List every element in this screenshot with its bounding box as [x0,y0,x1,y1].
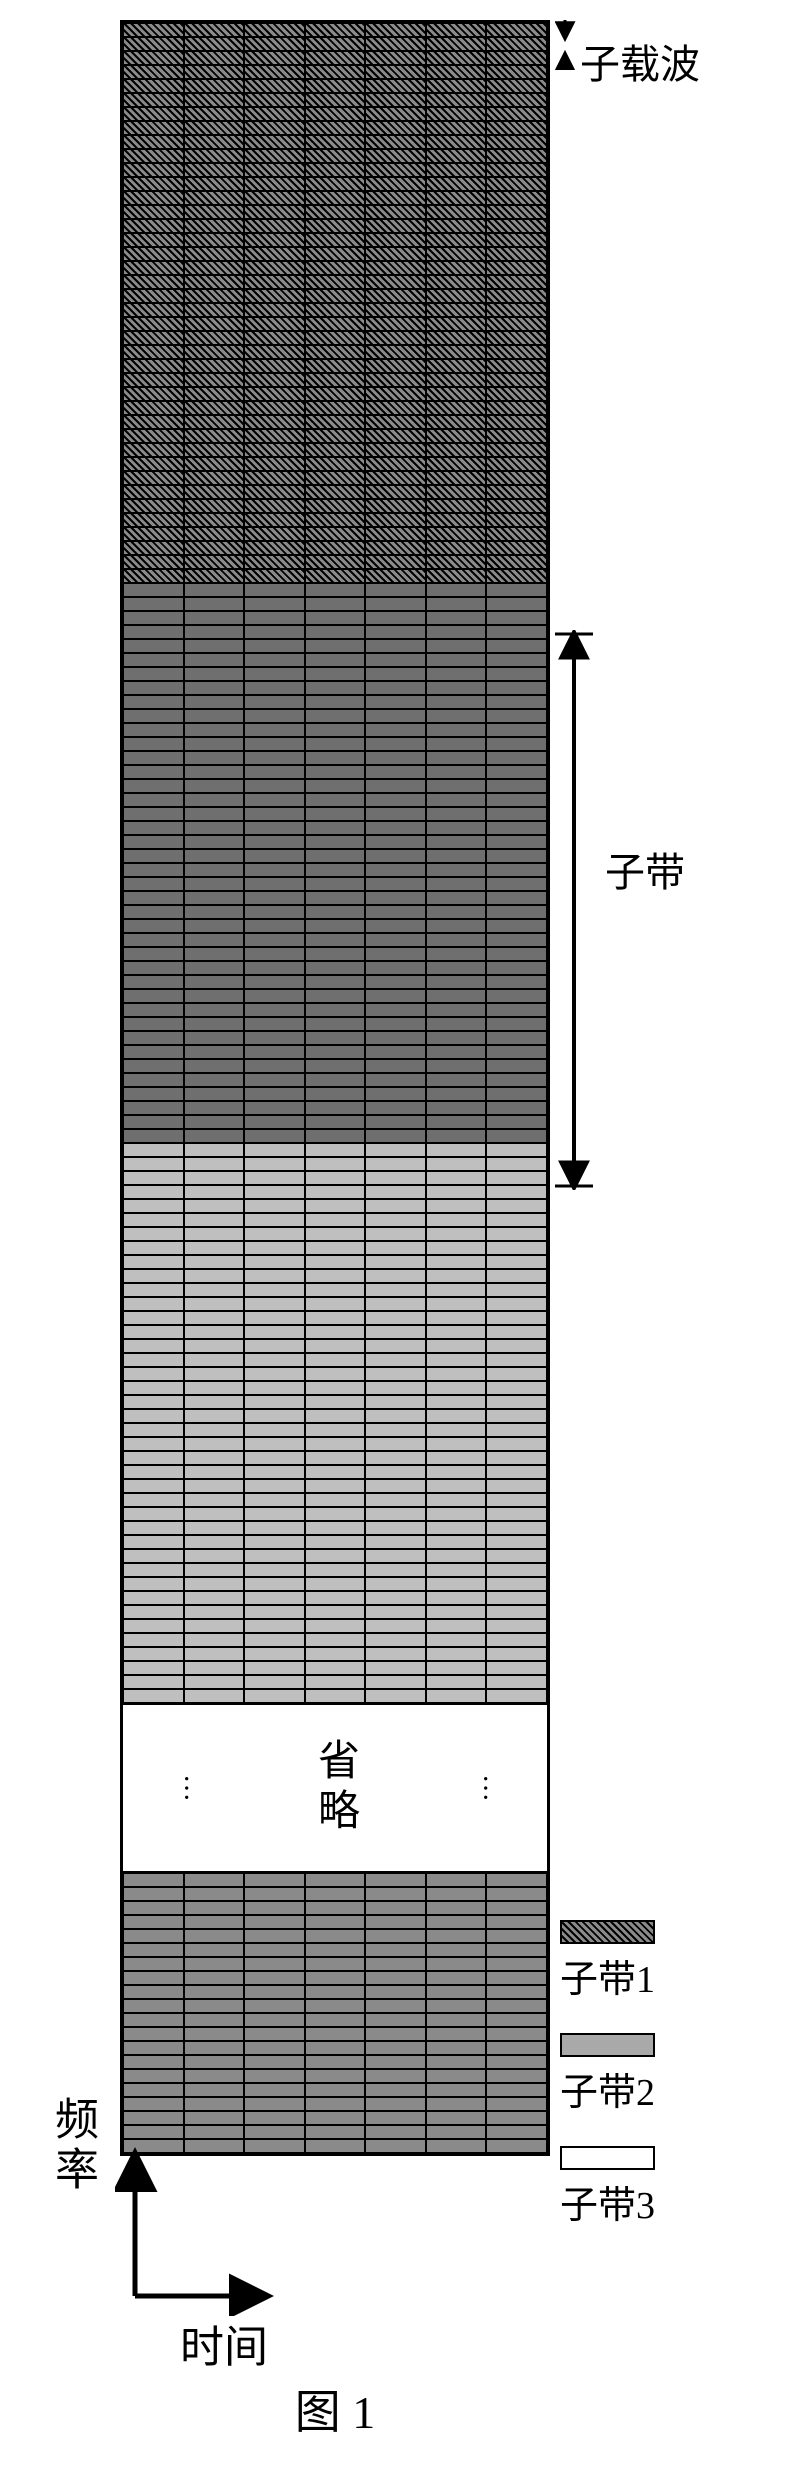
subband-extent-arrows [555,630,595,1190]
figure-1: 省略 ··· ··· 子载波 子带 [0,20,800,2442]
legend: 子带1 子带2 子带3 [560,1920,655,2259]
figure-caption: 图 1 [120,2376,550,2442]
time-axis-label: 时间 [180,2311,268,2375]
legend-label: 子带3 [560,2174,655,2229]
diagram-area: 省略 ··· ··· [120,20,550,2156]
subband2 [123,583,547,1143]
axis-arrows [115,2146,275,2316]
omit-label: 省略 [305,1738,366,1838]
legend-item: 子带2 [560,2033,655,2116]
legend-item: 子带1 [560,1920,655,2003]
legend-swatch [560,2146,655,2170]
legend-swatch [560,1920,655,1944]
ellipsis-dots: ··· [173,1774,198,1802]
subcarrier-label: 子载波 [580,32,700,90]
subband3 [123,1143,547,1703]
legend-swatch [560,2033,655,2057]
time-frequency-grid: 省略 ··· ··· [120,20,550,2156]
ellipsis-dots: ··· [472,1774,497,1802]
legend-label: 子带1 [560,1948,655,2003]
subcarrier-annotation-arrows [555,20,585,70]
subband1 [123,23,547,583]
omitted-band: 省略 ··· ··· [123,1703,547,1873]
frequency-axis-label: 频率 [40,2096,104,2292]
subbandN [123,1873,547,2153]
legend-item: 子带3 [560,2146,655,2229]
subband-label: 子带 [605,840,685,898]
legend-label: 子带2 [560,2061,655,2116]
